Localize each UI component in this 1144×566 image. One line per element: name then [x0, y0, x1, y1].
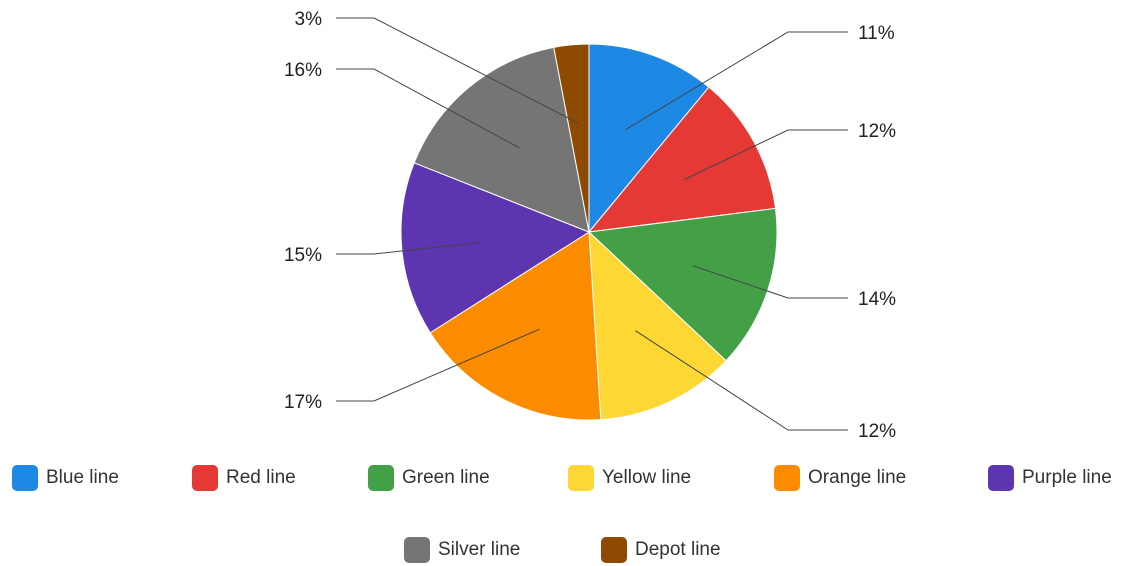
slice-labels: 11% 12% 14% 12% 17% 15% 16% 3% — [284, 9, 896, 440]
legend-swatch-depot-line — [601, 537, 627, 563]
legend-label-blue-line: Blue line — [46, 467, 119, 488]
legend-item-blue-line[interactable]: Blue line — [12, 463, 119, 493]
slice-label-silver-line: 16% — [284, 60, 322, 81]
legend-item-red-line[interactable]: Red line — [192, 463, 296, 493]
legend-label-green-line: Green line — [402, 467, 490, 488]
legend-item-green-line[interactable]: Green line — [368, 463, 490, 493]
legend-item-depot-line[interactable]: Depot line — [601, 535, 721, 565]
legend-swatch-red-line — [192, 465, 218, 491]
slice-silver-line[interactable] — [413, 46, 590, 233]
legend-swatch-silver-line — [404, 537, 430, 563]
legend-swatch-yellow-line — [568, 465, 594, 491]
leader-line-silver-line — [336, 68, 520, 149]
legend-label-silver-line: Silver line — [438, 539, 521, 560]
legend-label-yellow-line: Yellow line — [602, 467, 692, 488]
legend-swatch-orange-line — [774, 465, 800, 491]
slice-depot-line[interactable] — [553, 43, 590, 233]
slice-label-depot-line: 3% — [295, 9, 323, 30]
legend-item-yellow-line[interactable]: Yellow line — [568, 463, 691, 493]
leader-line-purple-line — [336, 241, 481, 255]
slice-label-green-line: 14% — [858, 289, 896, 310]
slice-label-red-line: 12% — [858, 121, 896, 142]
legend-label-red-line: Red line — [226, 467, 296, 488]
legend-item-silver-line[interactable]: Silver line — [404, 535, 520, 565]
leader-line-blue-line — [625, 31, 848, 130]
legend-swatch-green-line — [368, 465, 394, 491]
slice-label-orange-line: 17% — [284, 392, 322, 413]
slice-yellow-line[interactable] — [588, 230, 727, 421]
pie-slices — [400, 43, 778, 421]
leader-line-green-line — [692, 265, 848, 299]
pie-chart: 11% 12% 14% 12% 17% 15% 16% 3% — [284, 9, 896, 440]
leader-line-depot-line — [336, 17, 579, 124]
legend-item-orange-line[interactable]: Orange line — [774, 463, 906, 493]
slice-label-yellow-line: 12% — [858, 421, 896, 440]
leader-lines — [336, 17, 848, 431]
slice-label-purple-line: 15% — [284, 245, 322, 266]
leader-line-yellow-line — [635, 330, 848, 431]
legend-swatch-purple-line — [988, 465, 1014, 491]
legend-swatch-blue-line — [12, 465, 38, 491]
slice-purple-line[interactable] — [400, 162, 591, 334]
legend-label-depot-line: Depot line — [635, 539, 721, 560]
legend-item-purple-line[interactable]: Purple line — [988, 463, 1112, 493]
legend-label-orange-line: Orange line — [808, 467, 907, 488]
leader-line-red-line — [684, 129, 848, 180]
slice-label-blue-line: 11% — [858, 23, 895, 44]
slice-red-line[interactable] — [587, 86, 777, 233]
leader-line-orange-line — [336, 328, 540, 402]
slice-orange-line[interactable] — [429, 231, 602, 421]
legend-label-purple-line: Purple line — [1022, 467, 1112, 488]
slice-green-line[interactable] — [587, 207, 778, 362]
